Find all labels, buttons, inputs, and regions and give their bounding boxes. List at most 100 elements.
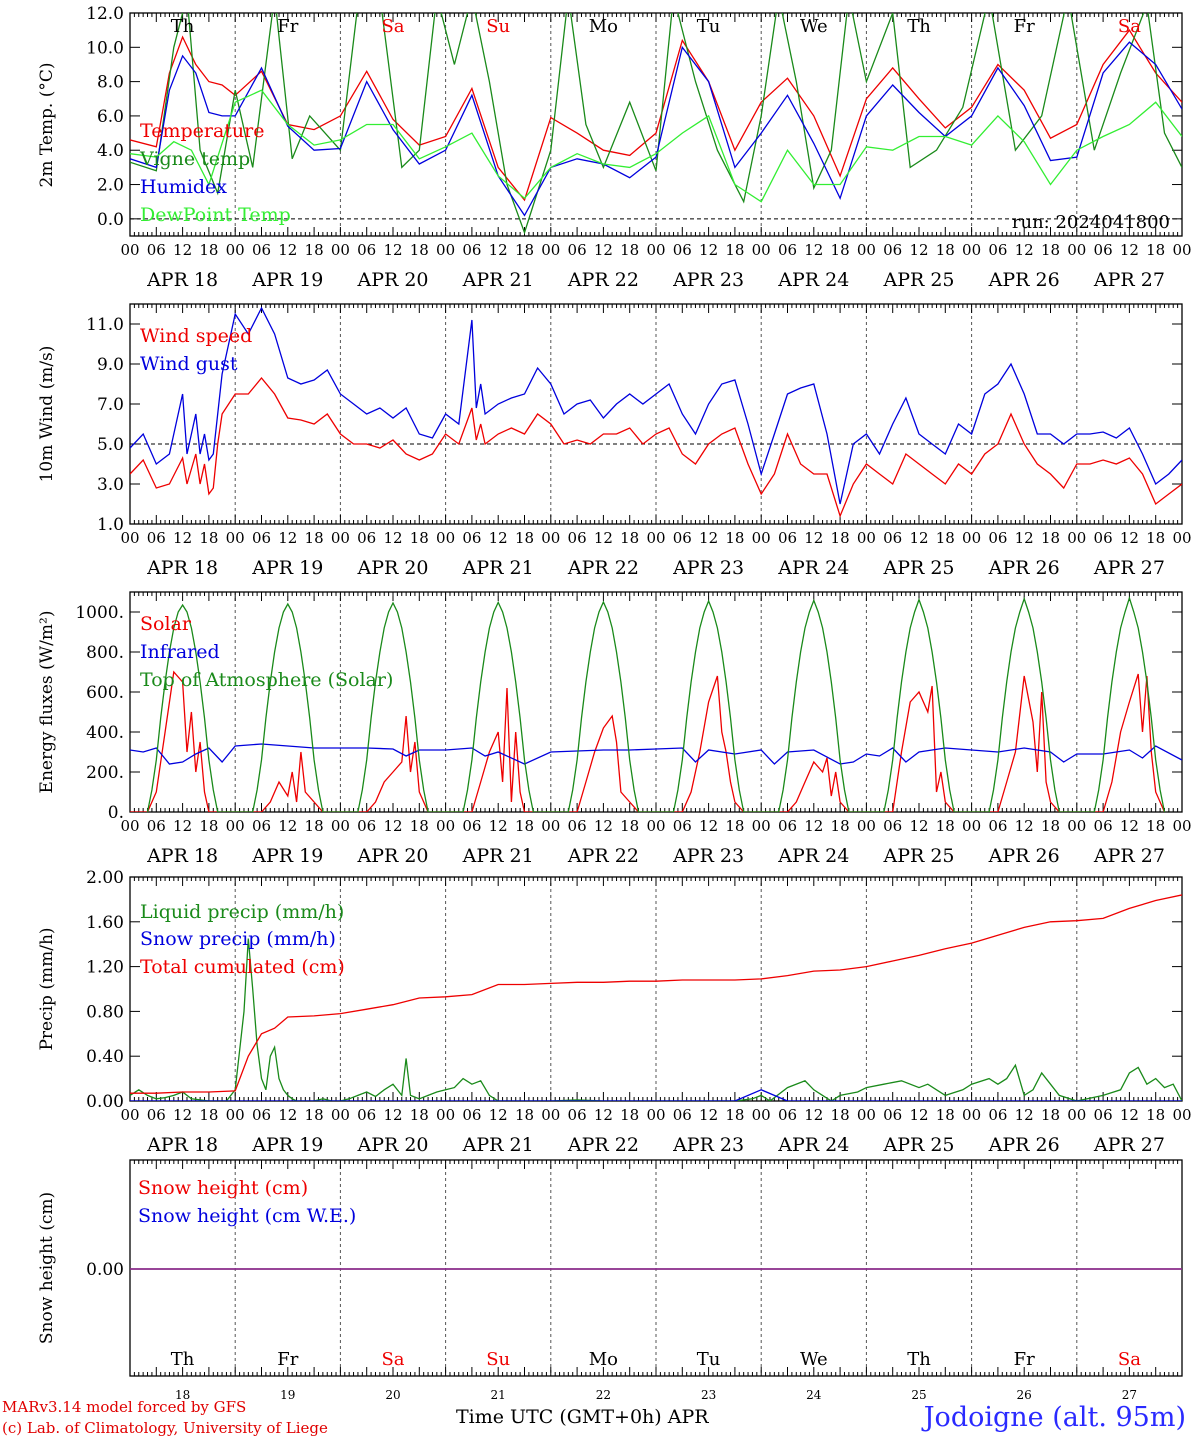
- y-tick-label: 2.0: [97, 176, 124, 196]
- series-line-2: [130, 13, 1182, 235]
- y-tick-label: 0.80: [86, 1002, 124, 1022]
- date-label: APR 23: [672, 557, 744, 579]
- hour-label: 00: [541, 241, 560, 259]
- date-label: APR 24: [777, 845, 849, 867]
- hour-label: 06: [778, 1106, 797, 1124]
- hour-label: 06: [883, 1106, 902, 1124]
- y-tick-label: 9.0: [97, 355, 124, 375]
- panel-4: [129, 876, 1183, 1102]
- lab-credit: (c) Lab. of Climatology, University of L…: [2, 1419, 328, 1437]
- hour-label: 00: [120, 817, 139, 835]
- y-tick-label: 0.00: [86, 1260, 124, 1280]
- hour-label: 00: [1067, 817, 1086, 835]
- weekday-label: Th: [907, 16, 931, 37]
- hour-label: 00: [1067, 241, 1086, 259]
- series-line-1: [130, 670, 1166, 812]
- hour-label: 12: [699, 241, 718, 259]
- hour-label: 18: [725, 241, 744, 259]
- y-tick-label: 11.0: [86, 315, 124, 335]
- hour-label: 18: [410, 1106, 429, 1124]
- hour-label: 06: [673, 241, 692, 259]
- hour-label: 12: [1120, 817, 1139, 835]
- series-line-4: [130, 89, 1182, 203]
- weekday-label: Th: [171, 16, 195, 37]
- series-line-3: [146, 595, 1166, 812]
- date-label: APR 19: [251, 557, 323, 579]
- hour-label: 12: [909, 241, 928, 259]
- date-label: APR 26: [988, 557, 1060, 579]
- hour-label: 06: [673, 1106, 692, 1124]
- hour-label: 18: [620, 817, 639, 835]
- hour-label: 12: [1120, 529, 1139, 547]
- date-label: APR 26: [988, 269, 1060, 291]
- hour-label: 12: [278, 529, 297, 547]
- y-tick-label: 1.0: [97, 515, 124, 535]
- y-axis-label: Snow height (cm): [37, 1192, 57, 1344]
- weekday-label: Sa: [1118, 16, 1141, 37]
- hour-label: 06: [252, 1106, 271, 1124]
- hour-label: 00: [331, 1106, 350, 1124]
- hour-label: 00: [541, 529, 560, 547]
- y-tick-label: 7.0: [97, 395, 124, 415]
- y-tick-label: 6.0: [97, 107, 124, 127]
- date-label: APR 25: [882, 557, 954, 579]
- y-tick-label: 5.0: [97, 435, 124, 455]
- hour-label: 18: [305, 1106, 324, 1124]
- hour-label: 00: [857, 529, 876, 547]
- hour-label: 12: [383, 241, 402, 259]
- hour-label: 12: [278, 817, 297, 835]
- hour-label: 00: [857, 817, 876, 835]
- hour-label: 06: [462, 817, 481, 835]
- hour-label: 06: [988, 817, 1007, 835]
- hour-label: 00: [962, 1106, 981, 1124]
- hour-label: 18: [515, 1106, 534, 1124]
- y-axis-label: Precip (mm/h): [37, 927, 57, 1050]
- legend-entry: Top of Atmosphere (Solar): [140, 669, 393, 691]
- date-label: APR 23: [672, 845, 744, 867]
- hour-label: 18: [725, 1106, 744, 1124]
- date-label: APR 27: [1093, 845, 1165, 867]
- day-number: 24: [806, 1388, 822, 1402]
- weekday-label: Sa: [381, 16, 404, 37]
- legend-entry: Infrared: [140, 641, 220, 663]
- hour-label: 06: [462, 529, 481, 547]
- legend-entry: Snow height (cm W.E.): [138, 1205, 356, 1227]
- hour-label: 18: [1041, 529, 1060, 547]
- hour-label: 00: [752, 1106, 771, 1124]
- model-credit: MARv3.14 model forced by GFS: [2, 1398, 247, 1416]
- day-number: 21: [491, 1388, 506, 1402]
- date-label: APR 18: [146, 845, 218, 867]
- day-number: 18: [175, 1388, 190, 1402]
- weekday-label: Tu: [697, 16, 721, 37]
- day-number: 22: [596, 1388, 611, 1402]
- y-tick-label: 0.0: [97, 210, 124, 230]
- hour-label: 12: [489, 1106, 508, 1124]
- weekday-label: Th: [907, 1349, 931, 1370]
- hour-label: 18: [831, 529, 850, 547]
- series-line-3: [130, 41, 1182, 217]
- hour-label: 06: [1094, 817, 1113, 835]
- hour-label: 06: [988, 529, 1007, 547]
- date-label: APR 21: [462, 845, 534, 867]
- panel-2: [129, 303, 1183, 525]
- day-number: 19: [280, 1388, 295, 1402]
- hour-label: 12: [594, 529, 613, 547]
- hour-label: 00: [120, 529, 139, 547]
- hour-label: 18: [199, 529, 218, 547]
- hour-label: 18: [936, 241, 955, 259]
- hour-label: 12: [909, 1106, 928, 1124]
- hour-label: 00: [857, 1106, 876, 1124]
- weekday-label: We: [800, 16, 828, 37]
- hour-label: 12: [173, 1106, 192, 1124]
- hour-label: 12: [594, 1106, 613, 1124]
- hour-label: 06: [1094, 1106, 1113, 1124]
- y-tick-label: 400.: [86, 723, 124, 743]
- hour-label: 00: [436, 1106, 455, 1124]
- hour-label: 06: [673, 817, 692, 835]
- hour-label: 12: [173, 241, 192, 259]
- legend-entry: Temperature: [140, 120, 264, 142]
- hour-label: 18: [620, 241, 639, 259]
- hour-label: 12: [804, 241, 823, 259]
- weekday-label: Fr: [1014, 1349, 1035, 1370]
- legend-entry: Humidex: [140, 176, 227, 198]
